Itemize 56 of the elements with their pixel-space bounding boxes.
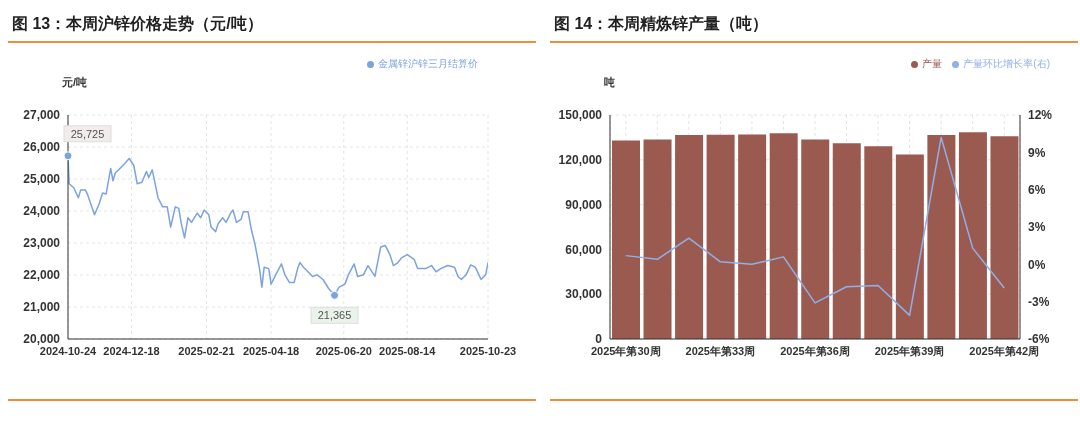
x-tick-label: 2025年第30周: [590, 344, 661, 357]
y-tick-label: 90,000: [565, 197, 603, 212]
legend-label: 金属锌沪锌三月结算价: [378, 58, 478, 69]
bar: [990, 136, 1019, 339]
bar: [864, 146, 893, 339]
annotation: 25,725: [70, 127, 105, 140]
bar: [958, 132, 987, 339]
y2-tick-label: 6%: [1028, 182, 1046, 197]
y-axis-title: 元/吨: [62, 75, 88, 90]
y-tick-label: 26,000: [23, 140, 61, 155]
y-tick-label: 20,000: [23, 332, 61, 347]
y-tick-label: 60,000: [565, 242, 603, 257]
bar: [832, 143, 861, 339]
x-tick-label: 2025-08-14: [379, 344, 437, 357]
chart-title: 图 13：本周沪锌价格走势（元/吨）: [8, 8, 536, 43]
legend-label: 产量环比增长率(右): [963, 58, 1050, 69]
y-tick-label: 24,000: [23, 204, 61, 219]
x-tick-label: 2024-10-24: [39, 344, 98, 357]
y-tick-label: 150,000: [558, 108, 603, 123]
y-tick-label: 30,000: [565, 287, 603, 302]
y-tick-label: 21,000: [23, 300, 61, 315]
y-tick-label: 27,000: [23, 108, 61, 123]
y-axis-title: 吨: [604, 75, 615, 90]
x-tick-label: 2025年第33周: [685, 344, 756, 357]
x-tick-label: 2025-04-18: [242, 344, 300, 357]
line-series: [625, 136, 1005, 317]
x-tick-label: 2025年第42周: [969, 344, 1040, 357]
y2-tick-label: 12%: [1028, 108, 1053, 123]
y-tick-label: 22,000: [23, 268, 61, 283]
bar: [927, 135, 956, 339]
y2-tick-label: -3%: [1028, 294, 1050, 309]
x-tick-label: 2025年第39周: [874, 344, 945, 357]
annotation: 21,365: [317, 309, 352, 322]
y-tick-label: 25,000: [23, 172, 61, 187]
bar: [675, 135, 704, 339]
y2-tick-label: 0%: [1028, 257, 1046, 272]
y-tick-label: 120,000: [558, 153, 603, 168]
chart-title: 图 14：本周精炼锌产量（吨）: [550, 8, 1078, 43]
y2-tick-label: 9%: [1028, 145, 1046, 160]
bar: [738, 134, 767, 339]
legend-label: 产量: [922, 58, 943, 69]
x-tick-label: 2025年第36周: [780, 344, 850, 357]
x-tick-label: 2025-02-21: [178, 344, 235, 357]
bar: [706, 134, 735, 339]
y-tick-label: 23,000: [23, 236, 61, 251]
x-tick-label: 2024-12-18: [103, 344, 160, 357]
y-tick-label: 0: [595, 332, 603, 347]
bar: [801, 139, 830, 339]
bar: [895, 154, 924, 339]
bar: [612, 140, 640, 339]
bar: [769, 133, 798, 339]
y2-tick-label: 3%: [1028, 220, 1046, 235]
bar: [643, 139, 672, 339]
x-tick-label: 2025-10-23: [459, 344, 517, 357]
y2-tick-label: -6%: [1028, 332, 1050, 347]
x-tick-label: 2025-06-20: [315, 344, 372, 357]
